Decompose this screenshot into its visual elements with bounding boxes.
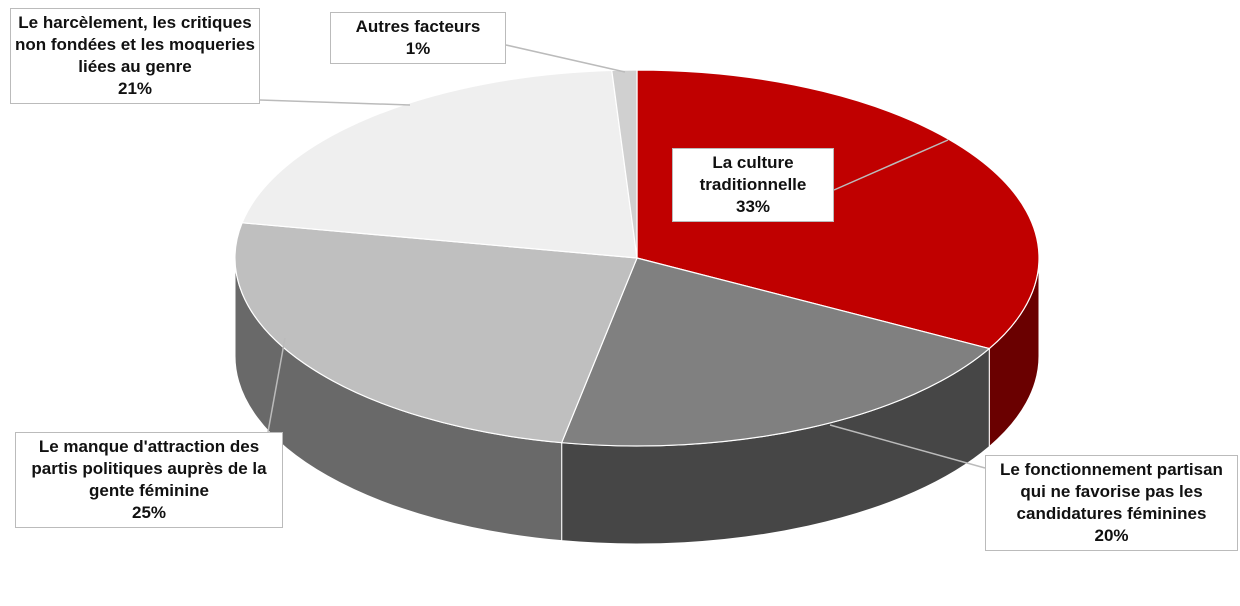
leader-line: [833, 139, 949, 191]
data-label: Autres facteurs 1%: [330, 12, 506, 64]
pie-slice: [234, 222, 638, 444]
leader-line: [829, 424, 986, 469]
value-label: 33%: [735, 197, 771, 216]
leader-line: [505, 44, 626, 73]
value-label: 25%: [131, 503, 167, 522]
value-label: 1%: [405, 39, 431, 58]
category-label: Le harcèlement, les critiques non fondée…: [15, 13, 255, 76]
leader-line: [267, 337, 286, 433]
pie-slice: [241, 69, 638, 259]
pie-slice: [636, 69, 1040, 350]
category-label: Autres facteurs: [355, 17, 481, 36]
value-label: 20%: [1094, 526, 1129, 545]
category-label: La culture traditionnelle: [699, 153, 807, 194]
category-label: Le manque d'attraction des partis politi…: [31, 437, 267, 500]
data-label: La culture traditionnelle 33%: [672, 148, 834, 222]
leader-line: [259, 99, 411, 106]
data-label: Le fonctionnement partisan qui ne favori…: [985, 455, 1238, 551]
pie-slice: [611, 69, 638, 259]
data-label: Le harcèlement, les critiques non fondée…: [10, 8, 260, 104]
value-label: 21%: [117, 79, 153, 98]
data-label: Le manque d'attraction des partis politi…: [15, 432, 283, 528]
category-label: Le fonctionnement partisan qui ne favori…: [1000, 460, 1223, 523]
pie-slice: [560, 257, 991, 447]
